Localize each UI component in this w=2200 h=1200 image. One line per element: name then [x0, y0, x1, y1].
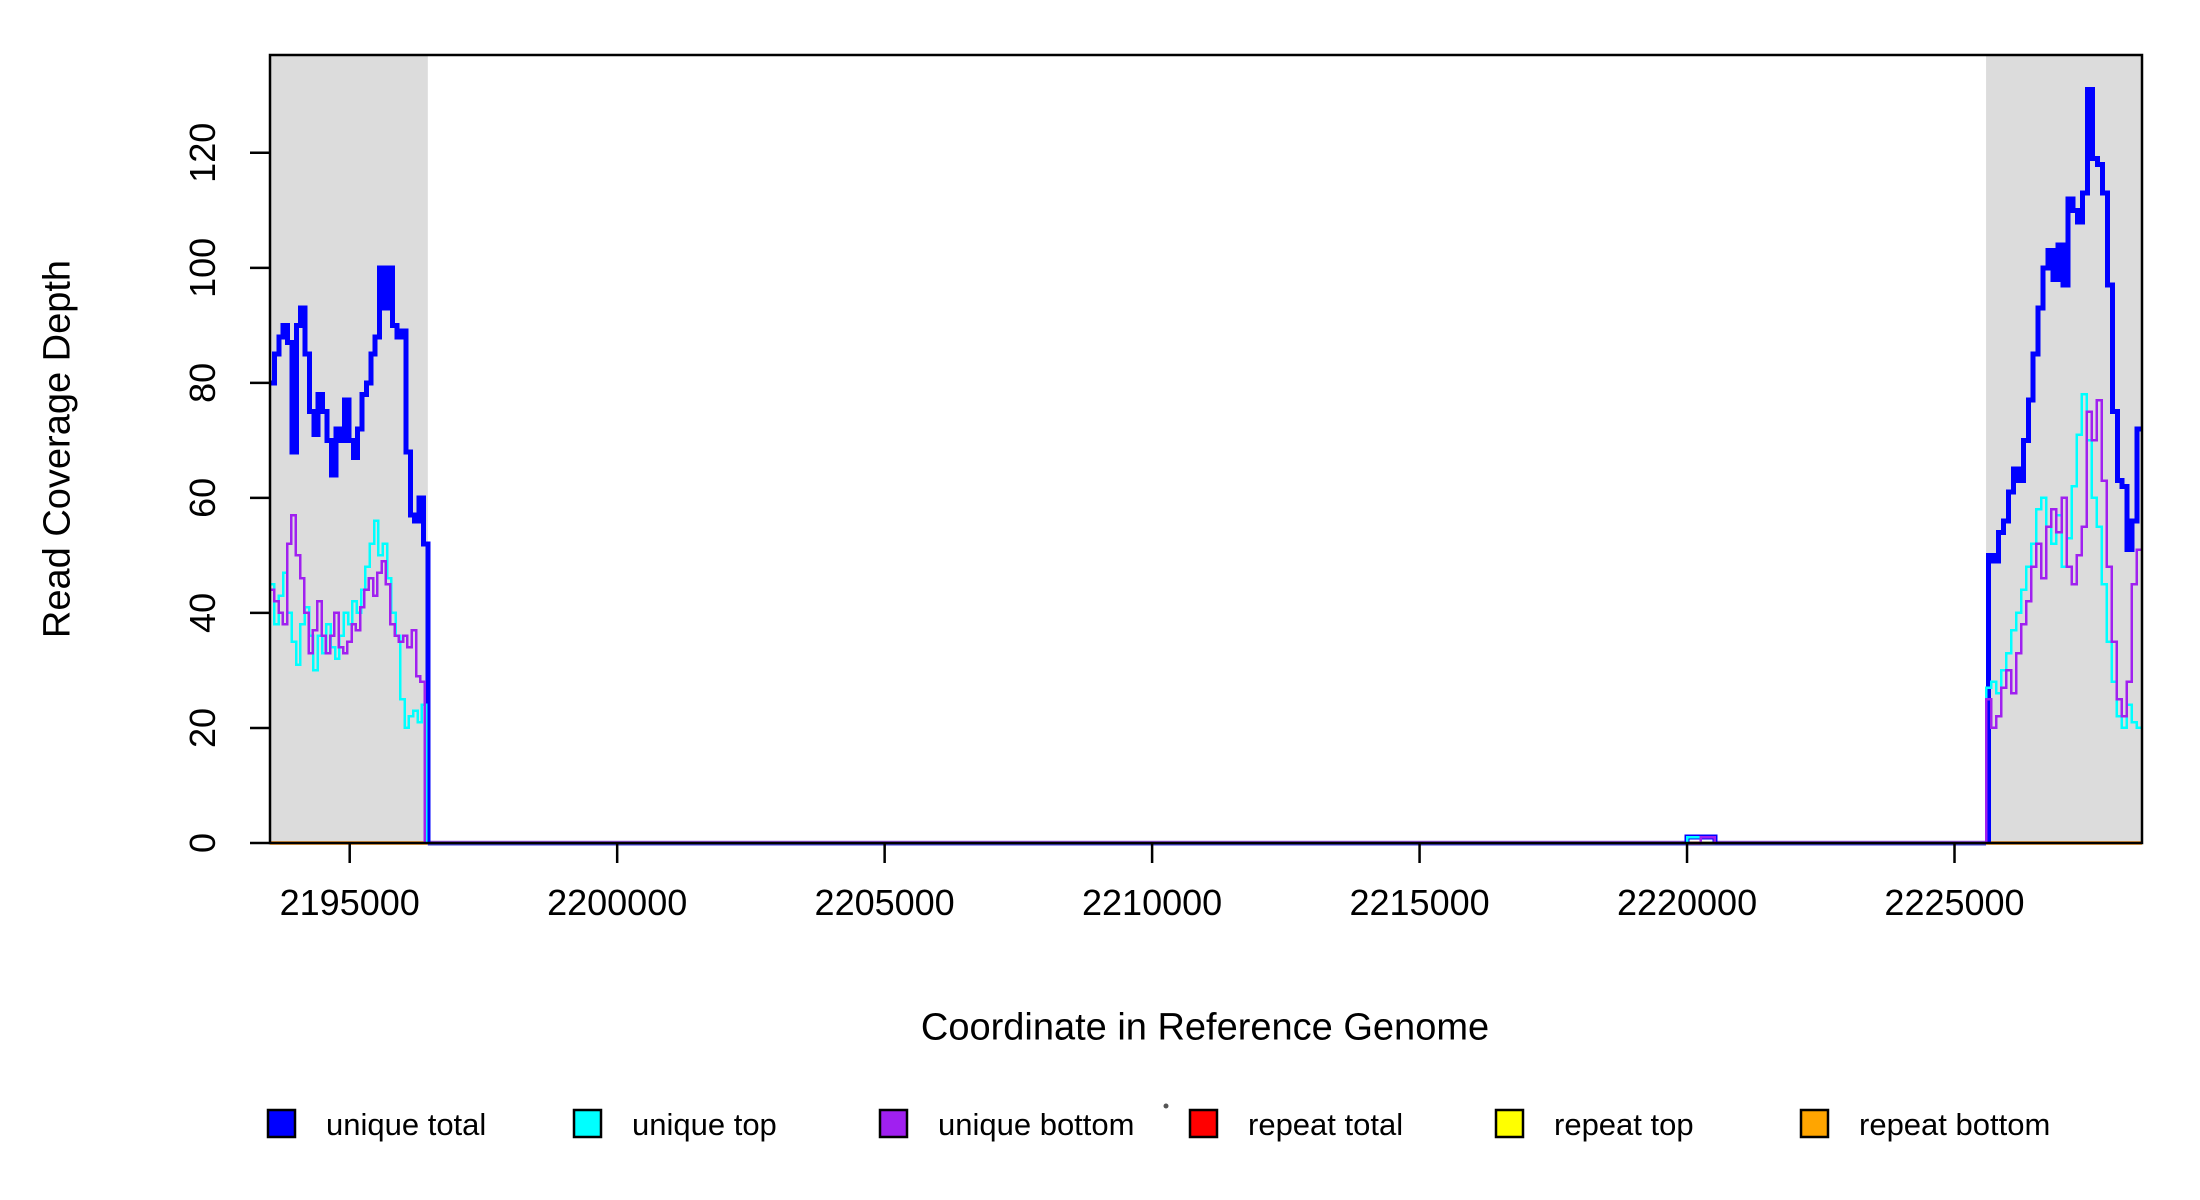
- legend-label-unique-top: unique top: [632, 1107, 777, 1142]
- x-tick-label: 2220000: [1617, 882, 1757, 923]
- x-tick-label: 2205000: [815, 882, 955, 923]
- series-unique-bottom-segment-0: [270, 513, 426, 843]
- y-tick-label: 60: [182, 478, 223, 518]
- series-unique-total-segment-2: [1986, 87, 2142, 843]
- legend-swatch-repeat-bottom: [1799, 1108, 1830, 1139]
- series-unique-total-segment-0: [270, 265, 431, 843]
- y-tick-label: 20: [182, 708, 223, 748]
- series-unique-top-segment-2: [1984, 393, 2142, 843]
- y-axis-title: Read Coverage Depth: [36, 259, 79, 639]
- y-tick-label: 40: [182, 593, 223, 633]
- y-tick-label: 80: [182, 363, 223, 403]
- y-tick-label: 0: [182, 833, 223, 853]
- x-axis-title: Coordinate in Reference Genome: [920, 1006, 1490, 1049]
- y-tick-label: 100: [182, 238, 223, 298]
- x-tick-label: 2225000: [1884, 882, 2024, 923]
- x-tick-label: 2200000: [547, 882, 687, 923]
- legend-swatch-unique-top: [572, 1108, 603, 1139]
- legend-swatch-unique-bottom: [878, 1108, 909, 1139]
- stray-dot: [1163, 1103, 1169, 1109]
- plot-border: [268, 53, 2144, 845]
- x-tick-label: 2195000: [280, 882, 420, 923]
- x-tick-label: 2210000: [1082, 882, 1222, 923]
- legend-swatch-repeat-total: [1188, 1108, 1219, 1139]
- legend-swatch-unique-total: [266, 1108, 297, 1139]
- series-unique-top-segment-0: [270, 519, 428, 843]
- legend-label-repeat-top: repeat top: [1554, 1107, 1694, 1142]
- legend-label-unique-bottom: unique bottom: [938, 1107, 1134, 1142]
- y-tick-label: 120: [182, 123, 223, 183]
- legend-swatch-repeat-top: [1494, 1108, 1525, 1139]
- legend-label-unique-total: unique total: [326, 1107, 486, 1142]
- series-unique-bottom-segment-1: [1699, 835, 1717, 843]
- legend-label-repeat-total: repeat total: [1248, 1107, 1403, 1142]
- legend-label-repeat-bottom: repeat bottom: [1859, 1107, 2050, 1142]
- x-tick-label: 2215000: [1349, 882, 1489, 923]
- series-unique-bottom-segment-2: [1984, 398, 2142, 843]
